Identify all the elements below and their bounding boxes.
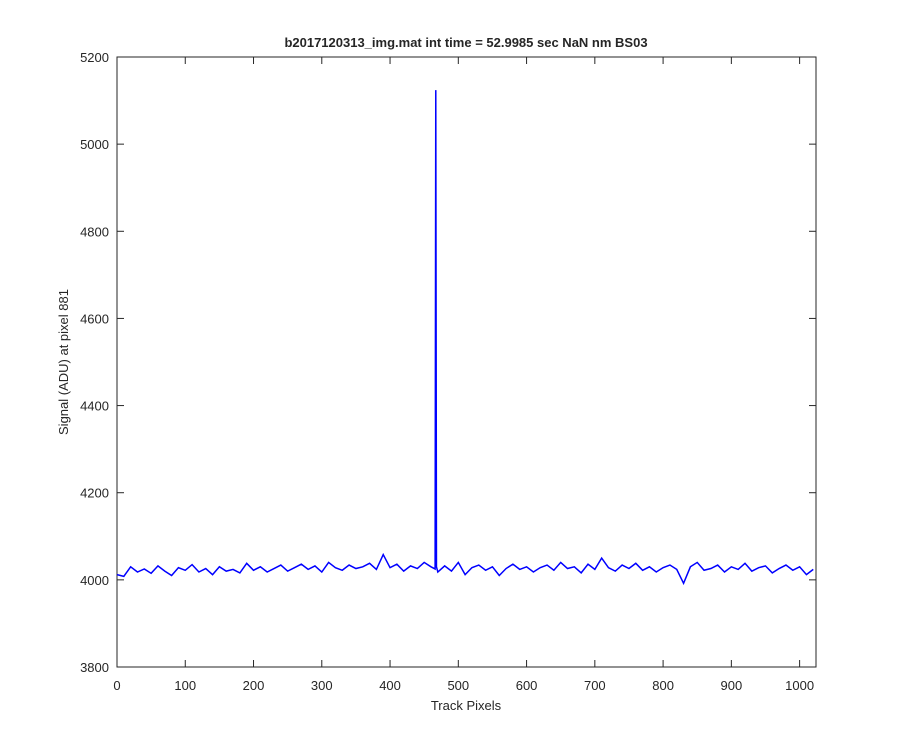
y-tick-label: 4000 <box>80 573 109 588</box>
x-tick-label: 200 <box>243 678 265 693</box>
x-tick-label: 100 <box>174 678 196 693</box>
y-tick-label: 3800 <box>80 660 109 675</box>
y-tick-label: 4400 <box>80 399 109 414</box>
x-tick-label: 400 <box>379 678 401 693</box>
y-tick-label: 5000 <box>80 137 109 152</box>
x-tick-label: 0 <box>113 678 120 693</box>
plot-frame <box>116 56 817 668</box>
x-tick-label: 800 <box>652 678 674 693</box>
x-tick-label: 700 <box>584 678 606 693</box>
y-axis-label: Signal (ADU) at pixel 881 <box>56 289 71 435</box>
y-tick-label: 4600 <box>80 311 109 326</box>
chart-title: b2017120313_img.mat int time = 52.9985 s… <box>284 35 647 50</box>
y-tick-label: 4800 <box>80 224 109 239</box>
x-tick-label: 600 <box>516 678 538 693</box>
x-tick-label: 1000 <box>785 678 814 693</box>
x-tick-label: 900 <box>721 678 743 693</box>
y-tick-label: 4200 <box>80 486 109 501</box>
x-tick-label: 300 <box>311 678 333 693</box>
y-tick-label: 5200 <box>80 50 109 65</box>
x-axis-label: Track Pixels <box>431 698 502 713</box>
x-tick-label: 500 <box>447 678 469 693</box>
data-line <box>116 90 814 586</box>
